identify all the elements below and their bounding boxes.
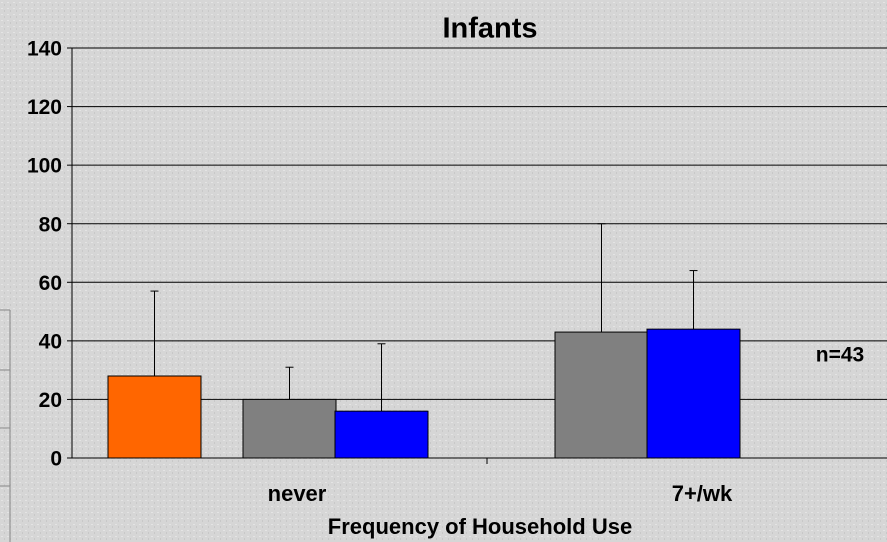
bar [646,328,741,459]
bar [334,410,429,459]
x-axis-label: Frequency of Household Use [328,514,632,539]
y-tick-label: 140 [27,38,62,61]
x-tick-label: 7+/wk [672,481,733,506]
table-fragment [0,309,11,542]
y-tick-label: 40 [39,330,62,353]
chart-title: Infants [442,13,537,45]
y-tick-label: 120 [27,96,62,119]
bar [554,331,649,459]
x-tick-label: never [268,481,327,506]
y-tick-label: 100 [27,155,62,178]
y-tick-label: 80 [39,213,62,236]
y-tick-label: 0 [50,448,62,471]
bar [107,375,202,459]
bar [242,398,337,459]
y-tick-label: 20 [39,389,62,412]
y-tick-label: 60 [39,272,62,295]
annotation: n=43 [816,344,864,367]
